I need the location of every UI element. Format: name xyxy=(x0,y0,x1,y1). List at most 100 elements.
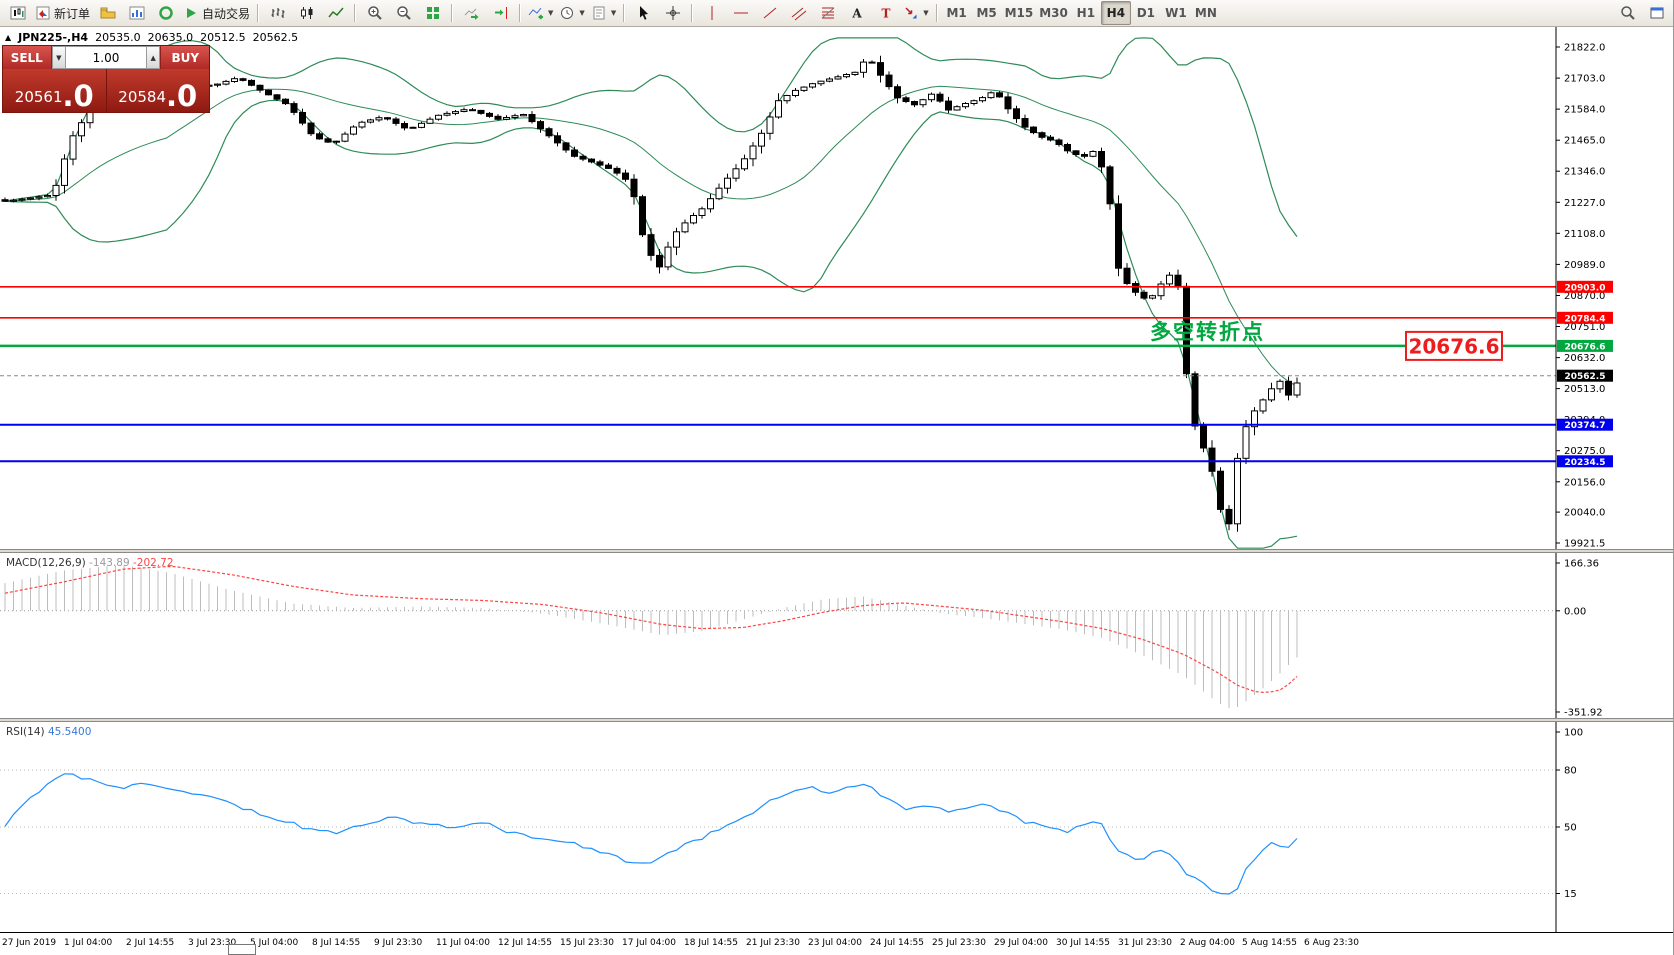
svg-text:20632.0: 20632.0 xyxy=(1564,353,1605,364)
tf-m15-label: M15 xyxy=(1004,6,1034,20)
svg-text:20513.0: 20513.0 xyxy=(1564,384,1605,395)
dropdown-caret-icon: ▼ xyxy=(579,9,585,17)
svg-text:20903.0: 20903.0 xyxy=(1565,283,1606,293)
text-label-button[interactable]: T xyxy=(871,1,900,25)
new-order-button[interactable]: 新订单 xyxy=(32,1,93,25)
data-window-button[interactable] xyxy=(122,1,151,25)
tf-m30-button[interactable]: M30 xyxy=(1036,1,1071,25)
indicators-button[interactable]: ▼ xyxy=(525,1,556,25)
vertical-line-button[interactable] xyxy=(697,1,726,25)
price-tag-box[interactable] xyxy=(1405,330,1503,361)
zoom-in-button[interactable] xyxy=(360,1,389,25)
tf-m1-button[interactable]: M1 xyxy=(942,1,972,25)
toolbar-separator xyxy=(935,4,938,22)
svg-text:20784.4: 20784.4 xyxy=(1565,314,1606,324)
tf-h1-button[interactable]: H1 xyxy=(1071,1,1101,25)
tf-m15-button[interactable]: M15 xyxy=(1002,1,1037,25)
fibonacci-button[interactable] xyxy=(813,1,842,25)
candlestick-chart-button[interactable] xyxy=(292,1,321,25)
line-chart-button[interactable] xyxy=(321,1,350,25)
time-label: 6 Aug 23:30 xyxy=(1304,938,1359,948)
trendline-icon xyxy=(762,5,778,21)
toolbar-separator xyxy=(451,4,454,22)
volume-decrease-button[interactable]: ▼ xyxy=(51,46,66,69)
sell-price-display[interactable]: 20561.0 xyxy=(3,69,106,112)
fast-navigation-box[interactable] xyxy=(228,944,256,955)
tf-h4-label: H4 xyxy=(1106,6,1126,20)
clock-icon xyxy=(559,5,575,21)
bars-icon xyxy=(270,5,286,21)
buy-button[interactable]: BUY xyxy=(160,46,209,69)
buy-price-display[interactable]: 20584.0 xyxy=(107,69,210,112)
tile-windows-button[interactable] xyxy=(418,1,447,25)
auto-trading-button[interactable]: 自动交易 xyxy=(180,1,253,25)
collapse-panel-icon[interactable]: ▲ xyxy=(5,32,12,42)
macd-histogram xyxy=(4,565,1298,709)
sell-price-main: 20561 xyxy=(14,88,63,106)
chart-shift-button[interactable] xyxy=(486,1,515,25)
buy-price-main: 20584 xyxy=(118,88,166,106)
tf-d1-button[interactable]: D1 xyxy=(1131,1,1161,25)
macd-panel[interactable]: 166.36 0.00 -351.92 MACD(12,26,9) -143.89 -… xyxy=(0,553,1674,718)
profiles-button[interactable] xyxy=(93,1,122,25)
macd-title: MACD(12,26,9) -143.89 -202.72 xyxy=(6,557,174,569)
tf-w1-label: W1 xyxy=(1165,6,1187,20)
svg-text:A: A xyxy=(851,7,862,21)
panel-separator[interactable] xyxy=(0,549,1673,553)
tf-m1-label: M1 xyxy=(946,6,967,20)
candlestick-series[interactable] xyxy=(1,55,1301,532)
trendline-button[interactable] xyxy=(755,1,784,25)
price-chart-panel[interactable]: 21822.0 21703.0 21584.0 21465.0 21346.0 21227… xyxy=(0,27,1674,549)
volume-increase-button[interactable]: ▲ xyxy=(146,46,161,69)
svg-text:15: 15 xyxy=(1564,889,1577,900)
rsi-panel[interactable]: 100 80 50 15 RSI(14) 45.5400 xyxy=(0,722,1674,932)
time-label: 25 Jul 23:30 xyxy=(932,938,986,948)
fibo-icon xyxy=(820,5,836,21)
zoom-out-button[interactable] xyxy=(389,1,418,25)
rsi-svg[interactable]: 100 80 50 15 RSI(14) 45.5400 xyxy=(0,722,1674,932)
sell-button[interactable]: SELL xyxy=(3,46,52,69)
macd-svg[interactable]: 166.36 0.00 -351.92 MACD(12,26,9) -143.89 -… xyxy=(0,553,1674,718)
main-chart-svg[interactable]: 21822.0 21703.0 21584.0 21465.0 21346.0 21227… xyxy=(0,27,1674,549)
svg-text:20870.0: 20870.0 xyxy=(1564,291,1605,302)
text-button[interactable]: A xyxy=(842,1,871,25)
tf-w1-button[interactable]: W1 xyxy=(1161,1,1191,25)
volume-input[interactable] xyxy=(66,46,146,69)
tf-m5-button[interactable]: M5 xyxy=(972,1,1002,25)
arrows-button[interactable]: ▼ xyxy=(900,1,931,25)
search-button[interactable] xyxy=(1613,1,1642,25)
profiles-icon xyxy=(100,5,116,21)
crosshair-button[interactable] xyxy=(658,1,687,25)
sell-price-pips: .0 xyxy=(62,79,94,114)
svg-text:21346.0: 21346.0 xyxy=(1564,167,1605,178)
time-label: 31 Jul 23:30 xyxy=(1118,938,1172,948)
price-axis-level-tags: 20903.0 20784.4 20676.6 20562.5 20374.7 20234… xyxy=(1557,280,1613,468)
auto-scroll-button[interactable] xyxy=(457,1,486,25)
price-tag-text: 20676.6 xyxy=(1408,334,1499,358)
svg-text:20989.0: 20989.0 xyxy=(1564,260,1605,271)
bollinger-lower-band xyxy=(4,99,1298,549)
svg-text:166.36: 166.36 xyxy=(1564,559,1599,570)
panel-separator[interactable] xyxy=(0,718,1673,722)
bollinger-bands xyxy=(4,37,1298,549)
periods-button[interactable]: ▼ xyxy=(556,1,587,25)
tf-h4-button[interactable]: H4 xyxy=(1100,1,1131,25)
new-chart-button[interactable] xyxy=(3,1,32,25)
time-label: 18 Jul 14:55 xyxy=(684,938,738,948)
refresh-button[interactable] xyxy=(151,1,180,25)
toolbar-separator xyxy=(691,4,694,22)
turning-point-annotation[interactable]: 多空转折点 xyxy=(1150,320,1265,344)
vline-icon xyxy=(704,5,720,21)
arrange-windows-button[interactable] xyxy=(1642,1,1671,25)
bars-chart-button[interactable] xyxy=(263,1,292,25)
new-order-icon xyxy=(35,5,51,21)
tf-d1-label: D1 xyxy=(1136,6,1156,20)
tf-mn-button[interactable]: MN xyxy=(1191,1,1221,25)
cursor-button[interactable] xyxy=(629,1,658,25)
equidistant-channel-button[interactable] xyxy=(784,1,813,25)
horizontal-line-button[interactable] xyxy=(726,1,755,25)
templates-button[interactable]: ▼ xyxy=(588,1,619,25)
dropdown-caret-icon: ▼ xyxy=(610,9,617,17)
svg-text:80: 80 xyxy=(1564,766,1577,777)
svg-text:20751.0: 20751.0 xyxy=(1564,322,1605,333)
